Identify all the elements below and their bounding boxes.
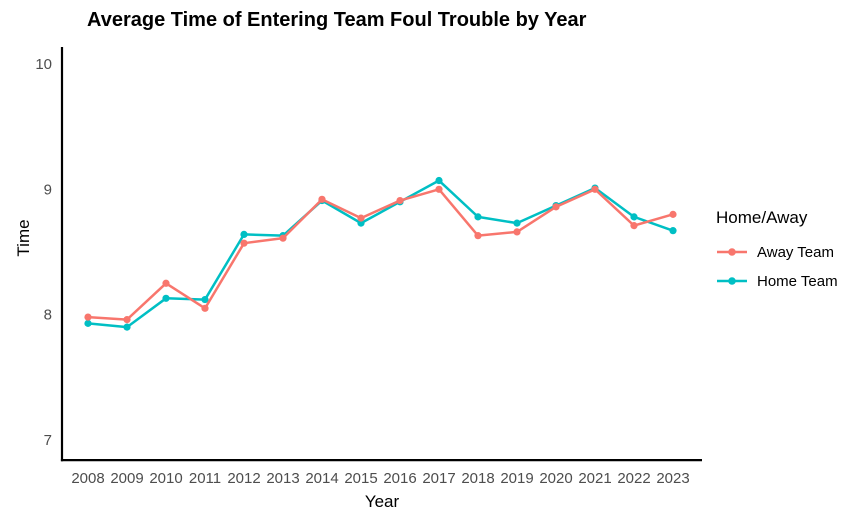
- data-point-home-team-2017: [435, 176, 443, 185]
- home-team-line-marker-icon: [717, 277, 747, 285]
- x-tick-label: 2021: [578, 470, 611, 487]
- data-point-home-team-2008: [84, 319, 92, 327]
- x-tick-label: 2014: [305, 470, 338, 487]
- data-point-away-team-2020: [552, 203, 560, 211]
- data-point-home-team-2009: [123, 323, 131, 331]
- legend-label-away-team: Away Team: [757, 243, 834, 261]
- x-tick-label: 2016: [383, 470, 416, 487]
- legend-item-away-team: Away Team: [716, 243, 838, 261]
- legend-item-home-team: Home Team: [716, 272, 838, 290]
- x-tick-label: 2011: [189, 470, 221, 487]
- series-line-away-team: [87, 188, 674, 321]
- x-tick-label: 2015: [344, 470, 377, 487]
- x-tick-label: 2018: [461, 470, 494, 487]
- data-point-away-team-2017: [435, 185, 443, 193]
- data-point-away-team-2014: [318, 195, 326, 203]
- x-tick-label: 2020: [539, 470, 572, 487]
- data-point-away-team-2009: [123, 316, 131, 324]
- data-point-away-team-2018: [474, 232, 482, 240]
- legend-title: Home/Away: [716, 208, 808, 227]
- x-tick-label: 2013: [266, 470, 299, 487]
- x-tick-label: 2010: [149, 470, 182, 487]
- x-axis-title: Year: [364, 492, 400, 511]
- data-point-away-team-2010: [162, 279, 170, 287]
- data-point-home-team-2019: [513, 219, 521, 227]
- data-point-away-team-2016: [396, 196, 404, 205]
- y-tick-label: 10: [35, 56, 52, 73]
- data-point-home-team-2023: [669, 227, 677, 235]
- legend-label-home-team: Home Team: [757, 272, 838, 290]
- data-point-home-team-2018: [474, 213, 482, 221]
- x-tick-label: 2008: [71, 470, 104, 487]
- data-point-away-team-2023: [669, 210, 677, 218]
- data-point-away-team-2011: [201, 304, 209, 312]
- y-tick-label: 9: [44, 181, 52, 198]
- x-tick-label: 2019: [500, 470, 533, 487]
- data-point-away-team-2022: [630, 222, 638, 230]
- x-tick-label: 2012: [227, 470, 260, 487]
- data-point-home-team-2015: [357, 219, 365, 227]
- data-point-away-team-2015: [357, 214, 365, 222]
- x-tick-label: 2022: [617, 470, 650, 487]
- data-point-home-team-2022: [630, 213, 638, 221]
- chart-title: Average Time of Entering Team Foul Troub…: [87, 9, 587, 31]
- y-tick-label: 8: [44, 307, 52, 324]
- data-point-home-team-2012: [240, 230, 248, 239]
- data-point-home-team-2011: [201, 295, 209, 304]
- data-point-away-team-2019: [513, 228, 521, 236]
- y-tick-label: 7: [44, 432, 52, 449]
- data-point-away-team-2013: [279, 234, 287, 242]
- x-tick-label: 2023: [656, 470, 689, 487]
- data-point-away-team-2012: [240, 239, 248, 247]
- away-team-line-marker-icon: [717, 248, 747, 256]
- data-point-away-team-2008: [84, 313, 92, 321]
- legend: Home/Away Away Team Home Team: [716, 208, 838, 302]
- data-point-home-team-2010: [162, 294, 170, 302]
- x-tick-label: 2017: [422, 470, 455, 487]
- series-line-home-team: [87, 179, 674, 329]
- data-point-away-team-2021: [591, 185, 599, 193]
- x-tick-label: 2009: [110, 470, 143, 487]
